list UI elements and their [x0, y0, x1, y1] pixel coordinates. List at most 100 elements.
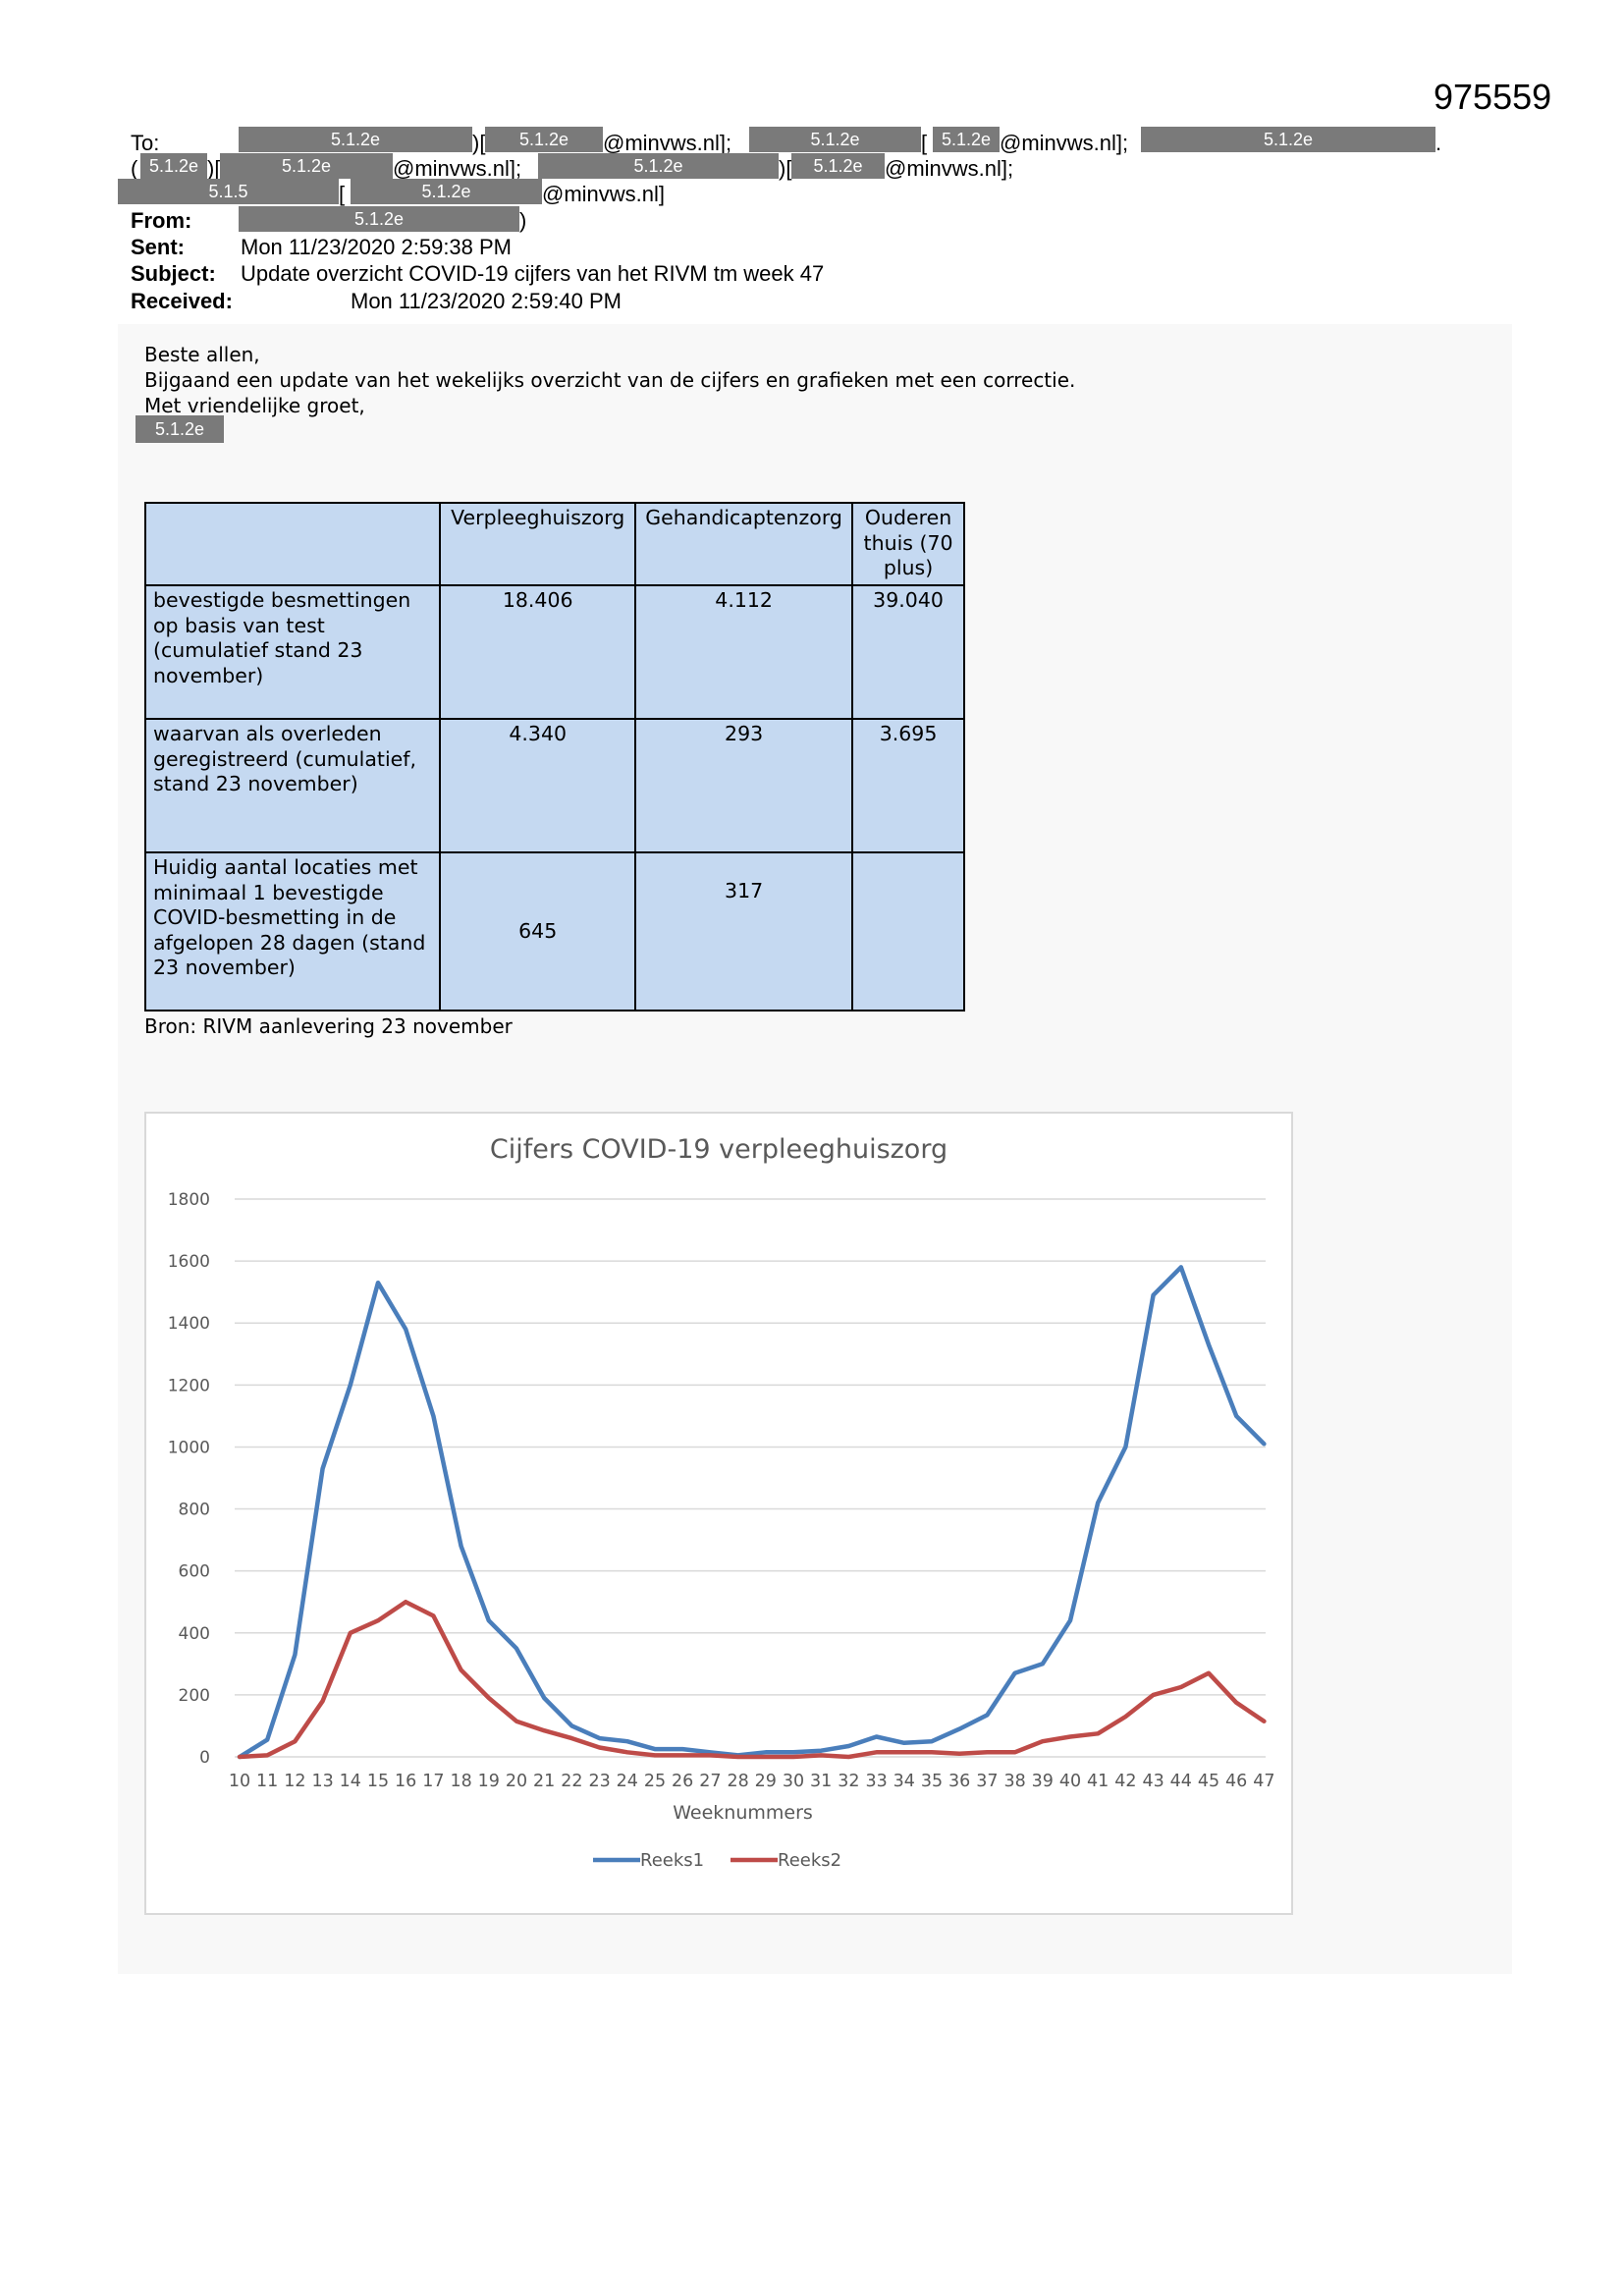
y-tick-label: 1000	[168, 1438, 210, 1457]
x-tick-label: 30	[783, 1772, 804, 1791]
x-tick-label: 24	[617, 1772, 638, 1791]
x-tick-label: 43	[1142, 1772, 1164, 1791]
y-tick-label: 1800	[168, 1190, 210, 1210]
x-tick-label: 16	[395, 1772, 416, 1791]
x-tick-label: 28	[727, 1772, 748, 1791]
row-label: Huidig aantal locaties met minimaal 1 be…	[143, 851, 442, 1011]
x-tick-label: 44	[1170, 1772, 1192, 1791]
x-axis-label: Weeknummers	[673, 1802, 813, 1824]
x-tick-label: 46	[1225, 1772, 1247, 1791]
row-label: waarvan als overleden geregistreerd (cum…	[143, 718, 442, 853]
table-row: Huidig aantal locaties met minimaal 1 be…	[143, 851, 965, 1011]
y-tick-label: 800	[179, 1501, 210, 1520]
bracket: )[	[779, 156, 792, 181]
series-line-reeks1	[237, 1265, 1267, 1760]
from-label: From:	[131, 208, 192, 233]
y-tick-label: 1400	[168, 1314, 210, 1334]
bracket: [	[339, 182, 346, 206]
table-cell: 18.406	[439, 584, 637, 720]
table-cell: 4.340	[439, 718, 637, 853]
x-tick-label: 21	[533, 1772, 555, 1791]
x-tick-label: 23	[588, 1772, 610, 1791]
x-tick-label: 11	[256, 1772, 278, 1791]
y-tick-label: 1200	[168, 1376, 210, 1395]
x-tick-label: 26	[672, 1772, 693, 1791]
redaction: 5.1.2e	[538, 153, 779, 179]
x-tick-label: 47	[1253, 1772, 1274, 1791]
x-tick-label: 18	[450, 1772, 471, 1791]
y-tick-label: 400	[179, 1624, 210, 1644]
x-tick-label: 40	[1059, 1772, 1081, 1791]
redaction: 5.1.2e	[220, 153, 393, 179]
table-header-cell: Gehandicaptenzorg	[634, 502, 854, 586]
x-tick-label: 35	[921, 1772, 943, 1791]
covid-figures-table: Verpleeghuiszorg Gehandicaptenzorg Ouder…	[143, 502, 965, 1011]
x-tick-label: 10	[229, 1772, 250, 1791]
x-tick-label: 27	[699, 1772, 721, 1791]
redaction: 5.1.2e	[239, 127, 472, 152]
x-tick-label: 41	[1087, 1772, 1109, 1791]
x-tick-label: 36	[948, 1772, 970, 1791]
redaction: 5.1.2e	[1141, 127, 1435, 152]
table-cell: 4.112	[634, 584, 854, 720]
x-tick-label: 14	[340, 1772, 361, 1791]
open-paren: (	[131, 156, 138, 181]
table-header-cell: Verpleeghuiszorg	[439, 502, 637, 586]
table-cell: 3.695	[851, 718, 965, 853]
body-line: Bijgaand een update van het wekelijks ov…	[144, 368, 1076, 392]
chart-title: Cijfers COVID-19 verpleeghuiszorg	[490, 1134, 947, 1165]
email-domain: @minvws.nl];	[393, 156, 522, 181]
signature-redaction: 5.1.2e	[135, 415, 224, 443]
email-domain: @minvws.nl]	[542, 182, 666, 206]
table-row: bevestigde besmettingen op basis van tes…	[143, 584, 965, 720]
email-domain: @minvws.nl];	[1000, 131, 1129, 155]
x-tick-label: 25	[644, 1772, 666, 1791]
redaction: 5.1.2e	[749, 127, 921, 152]
x-tick-label: 12	[284, 1772, 305, 1791]
line-chart: Cijfers COVID-19 verpleeghuiszorg 0 200 400…	[168, 1134, 1275, 1871]
received-value: Mon 11/23/2020 2:59:40 PM	[351, 289, 623, 313]
paren-close: )	[519, 208, 527, 233]
redaction: 5.1.2e	[140, 153, 207, 179]
x-tick-label: 38	[1003, 1772, 1025, 1791]
received-label: Received:	[131, 289, 233, 313]
redaction: 5.1.2e	[239, 206, 519, 232]
x-tick-label: 15	[367, 1772, 389, 1791]
table-cell: 645	[439, 851, 637, 1011]
table-cell: 293	[634, 718, 854, 853]
redaction: 5.1.5	[118, 179, 339, 204]
x-tick-label: 34	[893, 1772, 915, 1791]
redaction: 5.1.2e	[791, 153, 885, 179]
closing: Met vriendelijke groet,	[144, 394, 365, 417]
bracket: )[	[472, 131, 486, 155]
x-tick-label: 42	[1114, 1772, 1136, 1791]
document-number: 975559	[1434, 77, 1552, 117]
to-label: To:	[131, 131, 160, 155]
y-tick-label: 200	[179, 1686, 210, 1706]
redaction: 5.1.2e	[485, 127, 603, 152]
sent-value: Mon 11/23/2020 2:59:38 PM	[241, 235, 513, 259]
x-tick-label: 32	[838, 1772, 859, 1791]
greeting: Beste allen,	[144, 343, 260, 366]
email-domain: @minvws.nl];	[885, 156, 1014, 181]
table-cell: 39.040	[851, 584, 965, 720]
sent-label: Sent:	[131, 235, 185, 259]
bracket: )[	[207, 156, 221, 181]
x-tick-label: 13	[311, 1772, 333, 1791]
bracket: [	[921, 131, 928, 155]
x-tick-label: 33	[865, 1772, 887, 1791]
series-line-reeks2	[237, 1599, 1267, 1760]
x-tick-label: 19	[478, 1772, 500, 1791]
table-row: waarvan als overleden geregistreerd (cum…	[143, 718, 965, 853]
x-tick-label: 17	[422, 1772, 444, 1791]
x-tick-label: 22	[561, 1772, 582, 1791]
table-source: Bron: RIVM aanlevering 23 november	[144, 1014, 513, 1038]
email-domain: @minvws.nl];	[603, 131, 732, 155]
x-tick-label: 37	[976, 1772, 998, 1791]
subject-value: Update overzicht COVID-19 cijfers van he…	[241, 261, 825, 286]
subject-label: Subject:	[131, 261, 216, 286]
chart-container: Cijfers COVID-19 verpleeghuiszorg 0 200 400…	[144, 1112, 1293, 1915]
redaction: 5.1.2e	[933, 127, 1000, 152]
x-tick-label: 45	[1198, 1772, 1219, 1791]
x-tick-label: 31	[810, 1772, 832, 1791]
